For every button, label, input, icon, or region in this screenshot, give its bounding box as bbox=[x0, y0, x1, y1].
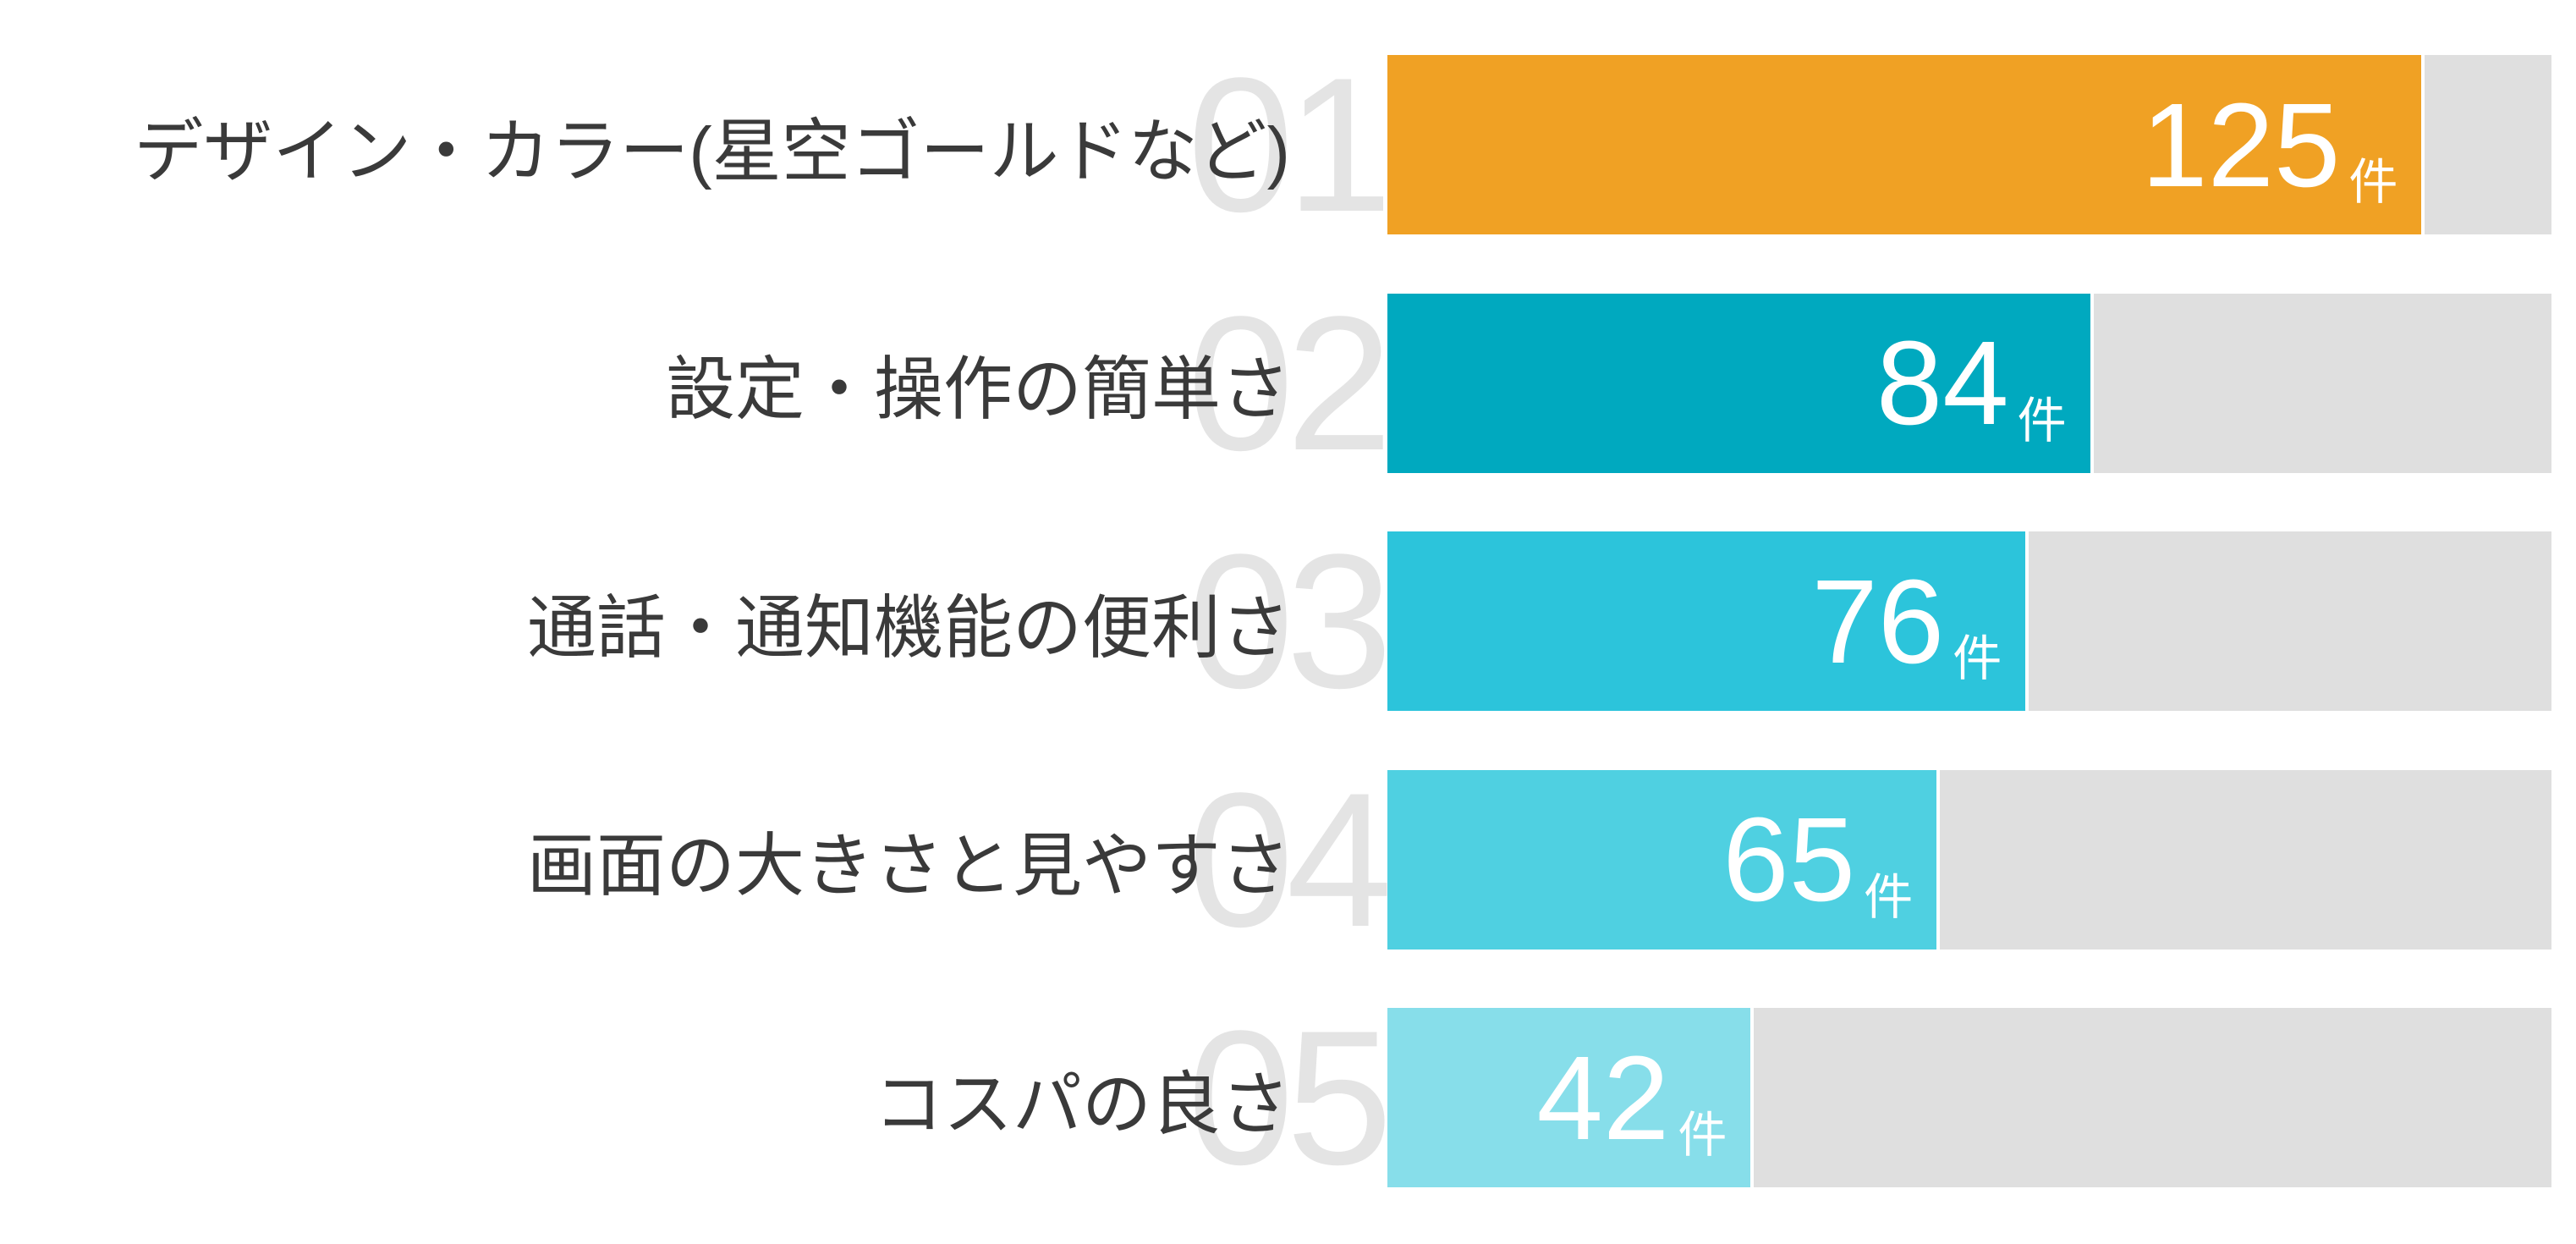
category-label: 画面の大きさと見やすさ bbox=[526, 828, 1290, 905]
bar-track: 125 件 bbox=[1387, 55, 2551, 234]
rank-number: 05 bbox=[1187, 990, 1392, 1204]
bar-unit: 件 bbox=[2017, 393, 2067, 449]
bar-fill: 65 件 bbox=[1387, 769, 1941, 950]
bar-value: 76 bbox=[1811, 553, 1945, 688]
category-label: コスパの良さ bbox=[873, 1065, 1290, 1143]
bar-value: 42 bbox=[1536, 1030, 1670, 1164]
bar-track: 84 件 bbox=[1387, 293, 2551, 473]
bar-value: 125 bbox=[2141, 77, 2341, 212]
bar-unit: 件 bbox=[1953, 631, 2002, 686]
bar-row: 05 コスパの良さ 42 件 bbox=[0, 1002, 2576, 1193]
bar-row: 01 デザイン・カラー(星空ゴールドなど) 125 件 bbox=[0, 49, 2576, 240]
bar-row: 03 通話・通知機能の便利さ 76 件 bbox=[0, 526, 2576, 717]
bar-unit: 件 bbox=[2348, 155, 2398, 210]
bar-unit: 件 bbox=[1678, 1108, 1727, 1163]
bar-track: 65 件 bbox=[1387, 769, 2551, 950]
bar-fill: 125 件 bbox=[1387, 55, 2425, 234]
rank-number: 01 bbox=[1187, 37, 1392, 251]
bar-row: 02 設定・操作の簡単さ 84 件 bbox=[0, 287, 2576, 478]
bar-value: 84 bbox=[1876, 316, 2009, 449]
bar-row: 04 画面の大きさと見やすさ 65 件 bbox=[0, 763, 2576, 955]
bar-fill: 84 件 bbox=[1387, 293, 2094, 473]
category-label: デザイン・カラー(星空ゴールドなど) bbox=[134, 113, 1290, 190]
bar-unit: 件 bbox=[1864, 869, 1914, 925]
bar-track: 42 件 bbox=[1387, 1008, 2551, 1187]
bar-track: 76 件 bbox=[1387, 531, 2551, 711]
category-label: 通話・通知機能の便利さ bbox=[526, 589, 1290, 667]
rank-number: 04 bbox=[1187, 751, 1392, 966]
category-label: 設定・操作の簡単さ bbox=[665, 351, 1290, 428]
rank-number: 03 bbox=[1187, 514, 1392, 728]
bar-fill: 76 件 bbox=[1387, 531, 2029, 711]
bar-value: 65 bbox=[1722, 792, 1856, 926]
bar-fill: 42 件 bbox=[1387, 1008, 1755, 1187]
rank-number: 02 bbox=[1187, 275, 1392, 490]
